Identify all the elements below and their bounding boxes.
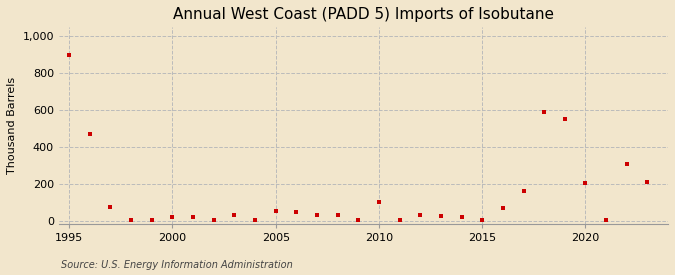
Title: Annual West Coast (PADD 5) Imports of Isobutane: Annual West Coast (PADD 5) Imports of Is… xyxy=(173,7,554,22)
Text: Source: U.S. Energy Information Administration: Source: U.S. Energy Information Administ… xyxy=(61,260,292,270)
Y-axis label: Thousand Barrels: Thousand Barrels xyxy=(7,77,17,174)
